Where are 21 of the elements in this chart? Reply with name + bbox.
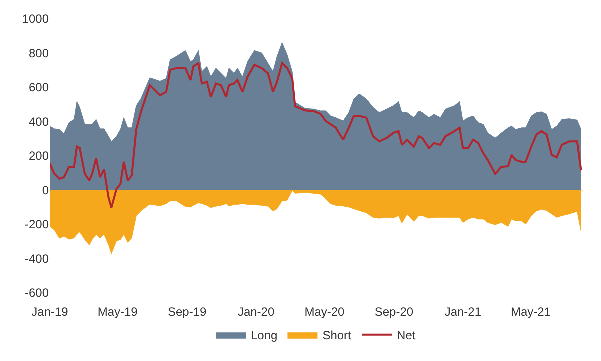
x-tick-label: Jan-21 [444, 305, 482, 319]
y-tick-label: -400 [24, 252, 50, 266]
line-series [50, 62, 582, 209]
y-tick-label: 600 [28, 80, 50, 95]
y-tick-label: 1000 [22, 12, 50, 26]
legend-label: Net [397, 328, 416, 343]
x-tick-label: Sep-19 [168, 305, 208, 319]
x-tick-label: Jan-20 [238, 305, 275, 319]
y-tick-label: 200 [28, 149, 50, 164]
x-tick-label: Jan-19 [32, 305, 69, 319]
x-tick-label: May-20 [304, 305, 346, 319]
y-tick-label: 400 [28, 114, 50, 129]
x-tick-label: May-21 [510, 305, 552, 319]
legend-label: Short [322, 328, 352, 343]
x-tick-label: May-19 [98, 305, 138, 319]
y-tick-label: -600 [24, 286, 50, 300]
x-tick-label: Sep-20 [374, 305, 414, 319]
y-tick-label: 800 [28, 46, 50, 60]
legend-label: Long [251, 328, 278, 343]
y-tick-label: 0 [42, 183, 50, 198]
y-tick-label: -200 [24, 218, 50, 232]
